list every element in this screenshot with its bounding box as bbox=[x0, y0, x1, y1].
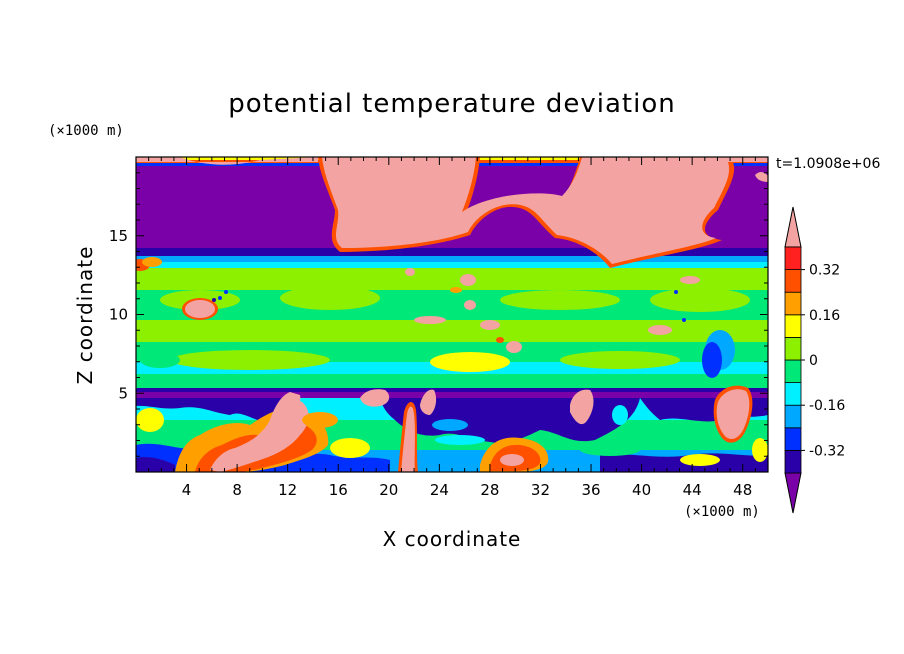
colorbar-segment bbox=[784, 359, 802, 384]
y-tick-label: 15 bbox=[109, 227, 128, 245]
mid-light-green bbox=[136, 268, 768, 290]
x-tick-label: 24 bbox=[430, 481, 449, 499]
y-unit-label: (×1000 m) bbox=[48, 123, 124, 139]
colorbar-segment bbox=[784, 382, 802, 406]
x-tick-label: 40 bbox=[632, 481, 651, 499]
mid-patches bbox=[136, 257, 750, 378]
stratosphere-pink-plume bbox=[136, 157, 768, 268]
x-tick-label: 8 bbox=[232, 481, 242, 499]
lower-purple-band-2 bbox=[136, 392, 768, 400]
colorbar-label: 0 bbox=[809, 353, 818, 369]
y-tick-label: 5 bbox=[118, 384, 128, 402]
y-tick-label: 10 bbox=[109, 306, 128, 324]
colorbar-segment bbox=[784, 246, 802, 271]
colorbar-label: 0.16 bbox=[809, 308, 840, 324]
x-tick-label: 28 bbox=[480, 481, 499, 499]
colorbar-label: -0.16 bbox=[809, 398, 845, 414]
colorbar-bottom-arrow bbox=[784, 472, 802, 514]
boundary-layer-features bbox=[136, 385, 768, 472]
x-tick-label: 36 bbox=[581, 481, 600, 499]
colorbar-segment bbox=[784, 269, 802, 293]
x-unit-label: (×1000 m) bbox=[684, 504, 760, 520]
tropopause-blue-band bbox=[136, 256, 768, 264]
y-axis: 5 10 15 bbox=[109, 172, 768, 457]
chart-title: potential temperature deviation bbox=[228, 89, 675, 119]
tropopause-dark-band bbox=[136, 248, 768, 258]
x-tick-label: 48 bbox=[733, 481, 752, 499]
colorbar-top-arrow bbox=[784, 206, 802, 248]
x-tick-label: 20 bbox=[379, 481, 398, 499]
colorbar-segment bbox=[784, 404, 802, 429]
heatmap-area bbox=[136, 157, 768, 472]
tropopause-cyan-band bbox=[136, 262, 768, 268]
colorbar-segment bbox=[784, 291, 802, 316]
x-axis-label: X coordinate bbox=[383, 527, 522, 551]
colorbar-label: -0.32 bbox=[809, 443, 845, 459]
x-tick-label: 44 bbox=[683, 481, 702, 499]
mid-green3 bbox=[136, 374, 768, 388]
colorbar-label: 0.32 bbox=[809, 263, 840, 279]
colorbar-segment bbox=[784, 449, 802, 474]
mid-band-yellowgreen bbox=[136, 320, 768, 342]
x-tick-label: 32 bbox=[531, 481, 550, 499]
time-label: t=1.0908e+06 bbox=[776, 156, 880, 172]
y-axis-label: Z coordinate bbox=[73, 246, 97, 385]
colorbar: 0.32 0.16 0 -0.16 -0.32 bbox=[784, 206, 845, 514]
x-tick-label: 4 bbox=[182, 481, 192, 499]
mid-small-blobs bbox=[405, 268, 700, 353]
colorbar-segment bbox=[784, 336, 802, 361]
left-mid-blob bbox=[182, 290, 228, 320]
x-tick-label: 16 bbox=[329, 481, 348, 499]
colorbar-segment bbox=[784, 314, 802, 338]
x-tick-label: 12 bbox=[278, 481, 297, 499]
colorbar-segment bbox=[784, 427, 802, 451]
x-axis: 4 8 12 16 20 24 28 32 36 40 44 48 bbox=[148, 157, 756, 499]
